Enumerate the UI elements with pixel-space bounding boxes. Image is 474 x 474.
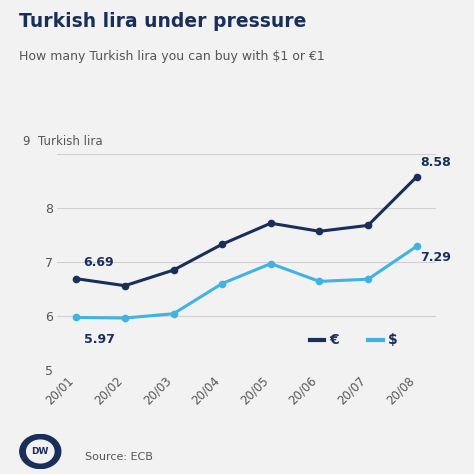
Text: Turkish lira under pressure: Turkish lira under pressure: [19, 12, 306, 31]
Text: How many Turkish lira you can buy with $1 or €1: How many Turkish lira you can buy with $…: [19, 50, 325, 63]
Circle shape: [20, 434, 61, 468]
Text: 8.58: 8.58: [420, 156, 451, 169]
Text: DW: DW: [32, 447, 49, 456]
Circle shape: [27, 440, 54, 463]
Text: 7.29: 7.29: [420, 251, 451, 264]
Text: 9  Turkish lira: 9 Turkish lira: [23, 136, 102, 148]
Text: 5.97: 5.97: [83, 333, 115, 346]
Text: 6.69: 6.69: [83, 256, 114, 269]
Text: $: $: [387, 333, 397, 347]
Text: Source: ECB: Source: ECB: [85, 452, 153, 462]
Text: €: €: [329, 333, 339, 347]
